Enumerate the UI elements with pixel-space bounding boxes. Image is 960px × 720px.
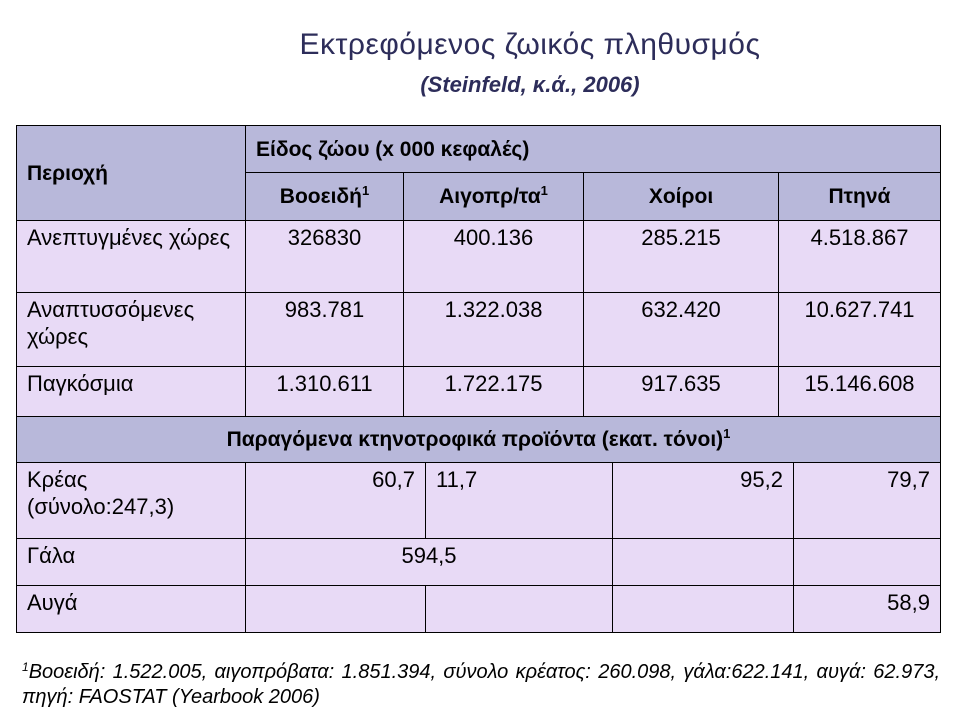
data-cell: 10.627.741 xyxy=(778,292,941,367)
data-cell: 1.322.038 xyxy=(403,292,584,367)
header-cell: Είδος ζώου (x 000 κεφαλές) xyxy=(245,125,941,173)
data-cell: 285.215 xyxy=(583,220,779,293)
data-cell: 1.310.611 xyxy=(245,366,404,417)
column-header: Χοίροι xyxy=(583,172,779,221)
column-header: Αιγοπρ/τα1 xyxy=(403,172,584,221)
cell-text: Βοοειδή xyxy=(279,185,362,208)
data-cell: 58,9 xyxy=(793,585,941,633)
data-cell: 917.635 xyxy=(583,366,779,417)
cell-text: Αιγοπρ/τα xyxy=(439,185,541,208)
empty-cell xyxy=(612,538,794,586)
empty-cell xyxy=(245,585,426,633)
superscript: 1 xyxy=(540,183,548,198)
data-cell: 95,2 xyxy=(612,462,794,539)
section-header: Παραγόμενα κτηνοτροφικά προϊόντα (εκατ. … xyxy=(16,416,941,463)
row-label: Γάλα xyxy=(16,538,246,586)
row-label: Παγκόσμια xyxy=(16,366,246,417)
footnote-text: Βοοειδή: 1.522.005, αιγοπρόβατα: 1.851.3… xyxy=(22,661,940,708)
footnote-mark: 1 xyxy=(22,660,29,674)
data-cell: 983.781 xyxy=(245,292,404,367)
data-cell: 60,7 xyxy=(245,462,426,539)
superscript: 1 xyxy=(361,183,370,198)
superscript: 1 xyxy=(723,426,731,441)
data-cell: 632.420 xyxy=(583,292,779,367)
empty-cell xyxy=(612,585,794,633)
data-cell: 11,7 xyxy=(425,462,613,539)
column-header: Πτηνά xyxy=(778,172,941,221)
row-label: Ανεπτυγμένες χώρες xyxy=(16,220,246,293)
data-cell: 400.136 xyxy=(403,220,584,293)
data-cell: 326830 xyxy=(245,220,404,293)
cell-text: Πτηνά xyxy=(828,185,891,208)
data-cell: 1.722.175 xyxy=(403,366,584,417)
empty-cell xyxy=(425,585,613,633)
row-label: Αναπτυσσόμενες χώρες xyxy=(16,292,246,367)
subtitle: (Steinfeld, κ.ά., 2006) xyxy=(420,72,640,97)
column-header: Βοοειδή1 xyxy=(245,172,404,221)
data-cell: 594,5 xyxy=(245,538,613,586)
cell-text: Χοίροι xyxy=(648,185,714,208)
row-label: Αυγά xyxy=(16,585,246,633)
data-cell: 4.518.867 xyxy=(778,220,941,293)
header-cell: Περιοχή xyxy=(16,125,246,221)
row-label: Κρέας (σύνολο:247,3) xyxy=(16,462,246,539)
empty-cell xyxy=(793,538,941,586)
footnote: 1Βοοειδή: 1.522.005, αιγοπρόβατα: 1.851.… xyxy=(22,660,940,710)
title: Εκτρεφόμενος ζωικός πληθυσμός xyxy=(299,28,761,61)
data-cell: 79,7 xyxy=(793,462,941,539)
data-cell: 15.146.608 xyxy=(778,366,941,417)
cell-text: Παραγόμενα κτηνοτροφικά προϊόντα (εκατ. … xyxy=(226,428,724,451)
